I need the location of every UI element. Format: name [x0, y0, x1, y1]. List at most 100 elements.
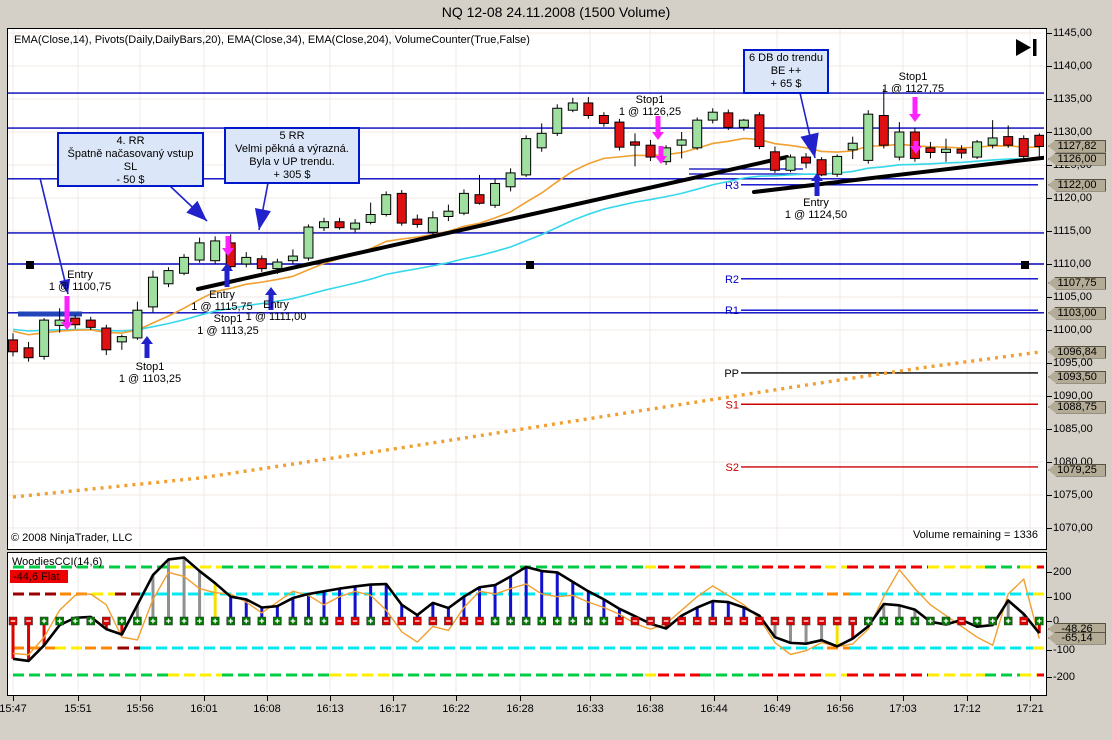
candle-up: [521, 138, 532, 176]
price-tag: 1103,00: [1048, 306, 1106, 320]
price-axis-tick: 1085,00: [1046, 423, 1093, 435]
cci-indicator-label: WoodiesCCI(14,6): [12, 556, 102, 568]
candle-down: [1003, 136, 1014, 146]
time-tick-mark: [1030, 696, 1031, 701]
trendline: [196, 155, 789, 291]
time-label: 15:56: [126, 703, 154, 715]
cci-chart-canvas[interactable]: WoodiesCCI(14,6) -44,6 Flat: [8, 553, 1044, 693]
annotation-pointer-head: [59, 278, 71, 294]
annotation-box: [224, 127, 360, 184]
candle-down: [630, 141, 640, 146]
time-label: 16:56: [826, 703, 854, 715]
price-tag: 1107,75: [1048, 276, 1106, 290]
candle-down: [256, 258, 267, 270]
time-tick-mark: [13, 696, 14, 701]
candle-down: [754, 114, 765, 148]
candle-up: [443, 210, 454, 217]
chart-title: NQ 12-08 24.11.2008 (1500 Volume): [441, 4, 671, 20]
time-tick-mark: [456, 696, 457, 701]
indicator-label: EMA(Close,14), Pivots(Daily,DailyBars,20…: [14, 34, 530, 46]
time-axis[interactable]: 15:47 15:51 15:56 16:01 16:08 16:13 16:17 16:22…: [0, 695, 1112, 740]
price-axis-tick: 1070,00: [1046, 522, 1093, 534]
candle-up: [894, 131, 905, 158]
time-label: 17:21: [1016, 703, 1044, 715]
candle-down: [1018, 138, 1029, 157]
square-marker: [1021, 261, 1029, 269]
candle-up: [272, 261, 283, 270]
price-tag: 1122,00: [1048, 178, 1106, 192]
candle-up: [319, 221, 329, 229]
candle-up: [738, 119, 749, 128]
candle-down: [645, 144, 656, 158]
time-tick-mark: [393, 696, 394, 701]
candle-down: [412, 218, 423, 225]
buy-arrow: [811, 173, 823, 196]
price-axis-tick: 1135,00: [1046, 93, 1092, 105]
time-label: 16:22: [442, 703, 470, 715]
buy-arrow: [221, 263, 233, 287]
annotation-text: 5 RR Velmi pěkná a výrazná. Byla v UP tren…: [235, 130, 349, 181]
annotation-pointer-head: [254, 208, 271, 230]
cci-status-badge: [10, 570, 68, 583]
candle-up: [147, 276, 158, 308]
candle-up: [287, 255, 298, 262]
cci-axis-tick: 200: [1046, 566, 1071, 578]
price-axis[interactable]: 1145,001140,001135,001130,001125,001120,…: [1046, 27, 1112, 695]
time-tick-mark: [267, 696, 268, 701]
trade-label: Stop1 1 @ 1127,75: [882, 71, 944, 95]
time-tick-mark: [714, 696, 715, 701]
candle-up: [941, 148, 951, 153]
time-tick-mark: [903, 696, 904, 701]
price-chart-canvas[interactable]: R3 R2 R1 PP S1 S2 4. RR Špatně načasovaný vstup…: [8, 29, 1044, 547]
candle-down: [225, 242, 236, 268]
time-tick-mark: [330, 696, 331, 701]
sell-arrow: [61, 296, 73, 330]
time-tick-mark: [967, 696, 968, 701]
time-label: 17:03: [889, 703, 917, 715]
candle-up: [381, 194, 392, 215]
price-axis-tick: 1115,00: [1046, 225, 1091, 237]
cci-axis-tick: -200: [1046, 671, 1075, 683]
candle-up: [863, 113, 874, 161]
sell-arrow: [655, 146, 667, 164]
price-tag: 1093,50: [1048, 370, 1106, 384]
cci-value-tag: -65,14: [1048, 631, 1106, 645]
cci-axis-tick: 0: [1046, 615, 1059, 627]
price-axis-tick: 1130,00: [1046, 126, 1092, 138]
price-axis-tick: 1120,00: [1046, 192, 1092, 204]
candle-down: [101, 327, 112, 351]
volume-remaining-label: Volume remaining = 1336: [913, 529, 1038, 541]
trade-label: Entry 1 @ 1124,50: [785, 197, 847, 221]
main-price-panel[interactable]: R3 R2 R1 PP S1 S2 4. RR Špatně načasovaný vstup…: [7, 28, 1047, 550]
candle-up: [194, 242, 205, 261]
time-tick-mark: [520, 696, 521, 701]
annotation-text: 4. RR Špatně načasovaný vstup SL - 50 $: [68, 135, 194, 186]
price-axis-tick: 1145,00: [1046, 27, 1092, 39]
gridlines: [8, 29, 1044, 547]
time-label: 16:28: [506, 703, 534, 715]
cci-turbo-line: [12, 568, 1040, 656]
cci-line: [12, 556, 1041, 663]
time-label: 16:17: [379, 703, 407, 715]
trade-label: Stop1 1 @ 1113,25: [197, 313, 259, 337]
trade-label: Entry 1 @ 1100,75: [49, 269, 111, 293]
pivot-label-r3: R3: [725, 180, 739, 192]
square-marker: [526, 261, 534, 269]
woodies-cci-panel[interactable]: WoodiesCCI(14,6) -44,6 Flat: [7, 552, 1047, 696]
candle-up: [552, 107, 563, 134]
candle-down: [23, 347, 34, 359]
pivot-label-s1: S1: [726, 399, 739, 411]
candle-down: [801, 156, 812, 164]
go-to-last-bar-icon[interactable]: [1016, 39, 1037, 56]
candle-up: [832, 155, 843, 175]
time-label: 16:44: [700, 703, 728, 715]
candle-up: [490, 182, 501, 206]
price-axis-tick: 1095,00: [1046, 357, 1093, 369]
candle-down: [816, 159, 827, 176]
annotation-box: [743, 49, 829, 94]
price-tag: 1079,25: [1048, 463, 1106, 477]
price-axis-tick: 1105,00: [1046, 291, 1092, 303]
price-tag: 1088,75: [1048, 400, 1106, 414]
candle-down: [8, 339, 18, 353]
trade-label: Stop1 1 @ 1103,25: [119, 361, 181, 385]
